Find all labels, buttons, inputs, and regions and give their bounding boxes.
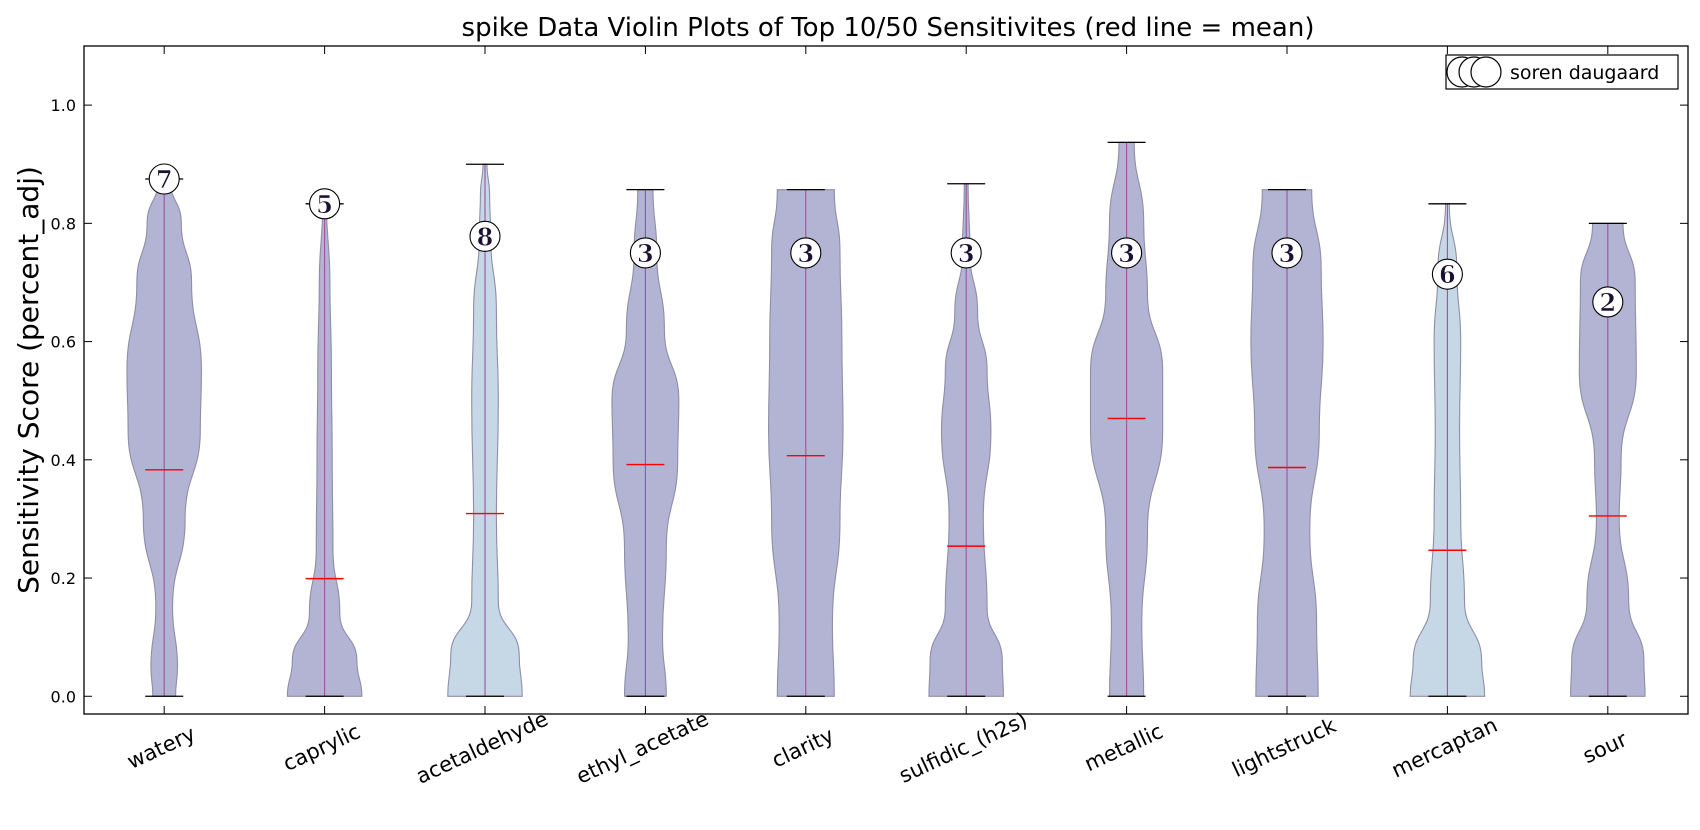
count-badge-label: 3: [1279, 239, 1296, 268]
count-badge-label: 2: [1599, 288, 1616, 317]
chart-title: spike Data Violin Plots of Top 10/50 Sen…: [462, 13, 1315, 43]
x-tick-label: lightstruck: [1229, 713, 1341, 782]
violin-acetaldehyde: 8: [447, 163, 523, 697]
violin-watery: 7: [126, 163, 202, 697]
x-tick-label: acetaldehyde: [412, 707, 551, 789]
count-badge-label: 6: [1439, 260, 1456, 289]
count-badge-label: 3: [1118, 239, 1135, 268]
count-badge: [1111, 237, 1143, 269]
count-badge-label: 8: [477, 222, 494, 251]
y-tick-label: 0.8: [51, 214, 76, 233]
y-axis-ticks: 0.0 0.2 0.4 0.6 0.8 1.0: [51, 96, 1688, 706]
x-tick-label: ethyl_acetate: [573, 707, 713, 790]
count-badge: [790, 237, 822, 269]
count-badge-label: 3: [637, 239, 654, 268]
legend: soren daugaard: [1445, 54, 1679, 90]
x-tick-label: mercaptan: [1388, 713, 1501, 783]
violin-sulfidic_(h2s): 3: [928, 183, 1004, 697]
violin-sour: 2: [1570, 222, 1646, 697]
legend-marker-icon: [1470, 56, 1502, 88]
y-tick-label: 0.6: [51, 333, 76, 352]
violin-caprylic: 5: [286, 188, 363, 697]
x-tick-label: caprylic: [279, 719, 363, 775]
violin-clarity: 3: [768, 188, 844, 697]
x-tick-label: sour: [1579, 727, 1631, 768]
x-tick-label: sulfidic_(h2s): [895, 708, 1031, 789]
count-badge: [1431, 258, 1463, 290]
count-badge: [309, 188, 341, 220]
x-tick-label: watery: [123, 722, 199, 774]
y-tick-label: 0.2: [51, 569, 76, 588]
count-badge: [148, 163, 180, 195]
count-badge-label: 5: [316, 190, 333, 219]
y-tick-label: 1.0: [51, 96, 76, 115]
violin-mercaptan: 6: [1409, 203, 1486, 697]
y-axis-label: Sensitivity Score (percent_adj): [12, 166, 45, 594]
violin-ethyl_acetate: 3: [611, 188, 680, 697]
violin-lightstruck: 3: [1250, 188, 1324, 697]
x-tick-label: clarity: [768, 723, 837, 772]
violin-group: 7 5 8 3 3 3 3 3 6 2: [126, 141, 1646, 697]
plot-area: [83, 45, 1689, 715]
count-badge-label: 7: [156, 165, 173, 194]
x-tick-label: metallic: [1081, 719, 1167, 776]
count-badge-label: 3: [797, 239, 814, 268]
legend-label: soren daugaard: [1510, 62, 1659, 84]
count-badge: [1592, 286, 1624, 318]
count-badge: [469, 220, 501, 252]
y-tick-label: 0.4: [51, 451, 76, 470]
y-tick-label: 0.0: [51, 687, 76, 706]
count-badge: [950, 237, 982, 269]
count-badge-label: 3: [958, 239, 975, 268]
count-badge: [629, 237, 661, 269]
violin-metallic: 3: [1089, 141, 1164, 697]
count-badge: [1271, 237, 1303, 269]
